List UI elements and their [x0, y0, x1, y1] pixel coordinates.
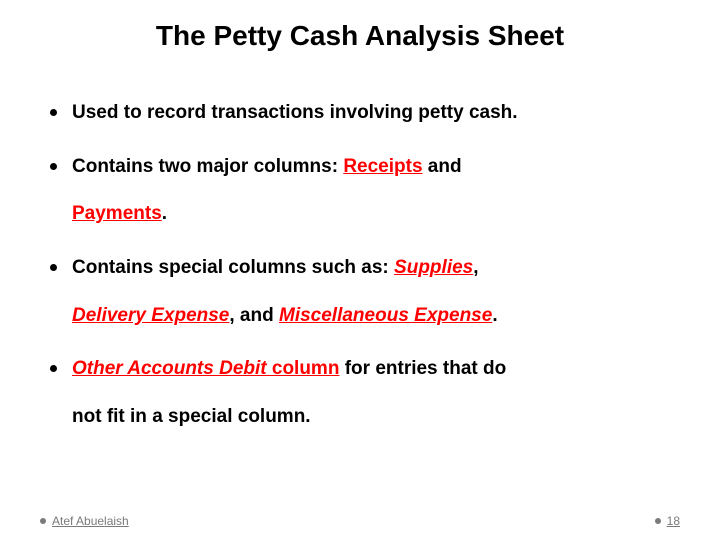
- footer-page-group: 18: [655, 514, 680, 528]
- bullet-3-misc: Miscellaneous Expense: [279, 305, 492, 326]
- footer-author-group: Atef Abuelaish: [40, 514, 129, 528]
- bullet-4-mid: column: [267, 358, 340, 379]
- bullet-item-1: Used to record transactions involving pe…: [48, 100, 680, 126]
- bullet-item-3: Contains special columns such as: Suppli…: [48, 255, 680, 328]
- bullet-3-c1: ,: [473, 257, 478, 278]
- bullet-2-line2: Payments.: [72, 201, 680, 227]
- bullet-4-line2: not fit in a special column.: [72, 404, 680, 430]
- bullet-4-rest1: for entries that do: [339, 358, 506, 379]
- footer-author: Atef Abuelaish: [52, 514, 129, 528]
- footer-dot-icon: [40, 518, 46, 524]
- bullet-3-pre: Contains special columns such as:: [72, 257, 394, 278]
- footer-dot-icon: [655, 518, 661, 524]
- footer-page-number: 18: [667, 514, 680, 528]
- slide: The Petty Cash Analysis Sheet Used to re…: [0, 0, 720, 540]
- bullet-3-line2: Delivery Expense, and Miscellaneous Expe…: [72, 303, 680, 329]
- bullet-3-supplies: Supplies: [394, 257, 473, 278]
- bullet-2-mid: and: [423, 156, 462, 177]
- bullet-3-delivery: Delivery Expense: [72, 305, 229, 326]
- bullet-item-2: Contains two major columns: Receipts and…: [48, 154, 680, 227]
- bullet-2-key-payments: Payments: [72, 203, 162, 224]
- bullet-3-mid: and: [235, 305, 279, 326]
- bullet-3-post: .: [492, 305, 497, 326]
- bullet-2-post: .: [162, 203, 167, 224]
- slide-title: The Petty Cash Analysis Sheet: [40, 20, 680, 52]
- bullet-2-key-receipts: Receipts: [343, 156, 422, 177]
- bullet-2-pre: Contains two major columns:: [72, 156, 343, 177]
- bullet-item-4: Other Accounts Debit column for entries …: [48, 356, 680, 429]
- slide-footer: Atef Abuelaish 18: [40, 514, 680, 528]
- bullet-list: Used to record transactions involving pe…: [40, 100, 680, 429]
- bullet-1-text: Used to record transactions involving pe…: [72, 102, 518, 123]
- bullet-4-key: Other Accounts Debit: [72, 358, 267, 379]
